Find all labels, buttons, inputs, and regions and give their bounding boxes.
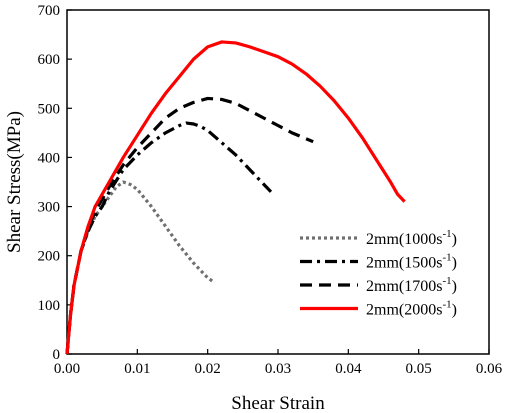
legend-label-3: 2mm(1700s-1) bbox=[366, 275, 457, 295]
legend-label-main: 2mm(1000s bbox=[366, 231, 442, 248]
x-tick-label: 0.04 bbox=[335, 361, 362, 377]
legend-label-end: ) bbox=[452, 231, 457, 248]
legend-label-superscript: -1 bbox=[442, 275, 451, 287]
legend-label-superscript: -1 bbox=[442, 299, 451, 311]
y-tick-label: 300 bbox=[38, 200, 61, 216]
legend-label-2: 2mm(1500s-1) bbox=[366, 252, 457, 272]
y-tick-label: 200 bbox=[38, 249, 61, 265]
x-tick-label: 0.06 bbox=[476, 361, 503, 377]
x-tick-label: 0.00 bbox=[54, 361, 80, 377]
legend-label-superscript: -1 bbox=[442, 228, 451, 240]
y-tick-label: 100 bbox=[38, 298, 61, 314]
legend-label-superscript: -1 bbox=[442, 252, 451, 264]
series-line-4 bbox=[65, 40, 406, 355]
y-tick-label: 400 bbox=[38, 150, 61, 166]
legend-label-end: ) bbox=[452, 302, 457, 319]
x-axis-title: Shear Strain bbox=[231, 393, 325, 413]
y-tick-label: 0 bbox=[53, 347, 61, 363]
series-layer bbox=[65, 40, 406, 355]
legend-label-4: 2mm(2000s-1) bbox=[366, 299, 457, 319]
legend-label-main: 2mm(2000s bbox=[366, 302, 442, 319]
x-tick-label: 0.03 bbox=[265, 361, 291, 377]
legend-label-main: 2mm(1700s bbox=[366, 278, 442, 295]
x-tick-label: 0.02 bbox=[195, 361, 221, 377]
legend-label-end: ) bbox=[452, 278, 457, 295]
y-tick-label: 500 bbox=[38, 101, 61, 117]
legend-label-main: 2mm(1500s bbox=[366, 255, 442, 272]
x-tick-label: 0.05 bbox=[406, 361, 432, 377]
y-tick-label: 600 bbox=[38, 52, 61, 68]
legend-label-1: 2mm(1000s-1) bbox=[366, 228, 457, 248]
x-tick-label: 0.01 bbox=[124, 361, 150, 377]
series-line-2 bbox=[65, 121, 273, 355]
legend: 2mm(1000s-1)2mm(1500s-1)2mm(1700s-1)2mm(… bbox=[300, 228, 457, 319]
series-line-1 bbox=[65, 180, 216, 355]
y-tick-label: 700 bbox=[38, 3, 61, 19]
series-line-3 bbox=[65, 96, 314, 355]
legend-label-end: ) bbox=[452, 255, 457, 272]
y-axis-title: Shear Stress(MPa) bbox=[4, 111, 25, 253]
axis-ticks: 0.00 0.01 0.02 0.03 0.04 0.05 0.06 0 100 200 300 40… bbox=[38, 3, 503, 377]
